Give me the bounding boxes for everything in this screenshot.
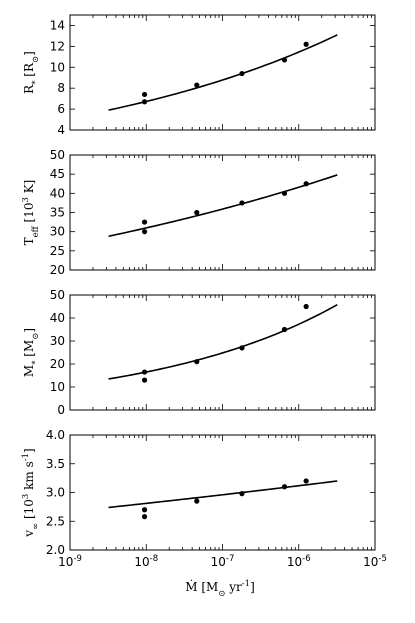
data-point	[141, 229, 148, 235]
data-point	[281, 326, 288, 333]
y-tick-label: 12	[50, 39, 65, 53]
data-point	[281, 190, 288, 196]
y-tick-label: 6	[57, 102, 65, 116]
y-tick-label: 40	[50, 186, 65, 200]
data-point	[194, 359, 200, 365]
data-point	[194, 498, 200, 504]
x-tick-label: 10-9	[58, 554, 82, 569]
panel-4: 2.0 2.5 3.0 3.5 4.0 v∞ [103 km s-1] 10-9 10-8 10…	[21, 428, 387, 569]
y-tick-label: 0	[57, 403, 65, 417]
y-tick-label: 2.5	[46, 514, 65, 528]
y-tick-label: 4	[57, 123, 65, 137]
y-tick-label: 3.5	[46, 457, 65, 471]
plot-frame	[69, 14, 376, 131]
fit-curve	[108, 480, 338, 509]
y-tick-label: 3.0	[46, 486, 65, 500]
data-point	[141, 369, 148, 375]
x-tick-label: 10-7	[211, 554, 235, 569]
panel-2: 20 25 30 35 40 45 50 Teff [103 K]	[21, 148, 376, 277]
y-tick-label: 10	[50, 380, 65, 394]
data-point	[141, 377, 148, 383]
y-axis-label: Teff [103 K]	[21, 180, 41, 246]
y-tick-label: 35	[50, 206, 65, 220]
data-point	[281, 484, 288, 490]
data-point	[194, 209, 200, 216]
data-point	[239, 345, 245, 351]
y-tick-label: 50	[50, 288, 65, 302]
data-point	[141, 91, 148, 98]
y-axis-label: M* [M⊙]	[22, 328, 41, 377]
y-tick-label: 50	[50, 148, 65, 162]
data-point	[141, 507, 148, 513]
x-tick-label: 10-6	[287, 554, 311, 569]
data-point	[303, 303, 309, 310]
data-point	[239, 70, 245, 77]
fit-curve	[108, 34, 338, 111]
y-tick-label: 8	[57, 81, 65, 95]
data-point	[281, 57, 288, 63]
x-axis-label: Ṁ [M⊙ yr-1]	[185, 579, 255, 599]
y-tick-label: 4.0	[46, 428, 65, 442]
y-tick-label: 2.0	[46, 543, 65, 557]
x-tick-label: 10-5	[363, 554, 387, 569]
x-tick-label: 10-8	[134, 554, 158, 569]
y-tick-label: 25	[50, 244, 65, 258]
data-point	[303, 478, 309, 484]
fit-curve	[108, 174, 338, 238]
y-tick-label: 20	[50, 263, 65, 277]
y-axis-label: R* [R⊙]	[22, 51, 41, 94]
data-point	[194, 82, 200, 88]
data-point	[303, 41, 309, 47]
panel-3: 0 10 20 30 40 50 M* [M⊙]	[22, 288, 376, 417]
data-point	[239, 200, 245, 206]
y-tick-label: 40	[50, 311, 65, 325]
y-axis-label: v∞ [103 km s-1]	[21, 448, 41, 537]
data-point	[141, 514, 148, 520]
data-point	[239, 491, 245, 497]
y-tick-label: 45	[50, 167, 65, 181]
data-point	[141, 99, 148, 105]
plot-frame	[69, 434, 376, 551]
plot-frame	[69, 154, 376, 271]
data-point	[303, 181, 309, 187]
panel-1: 4 6 8 10 12 14 R* [R⊙]	[22, 14, 376, 137]
y-tick-label: 20	[50, 357, 65, 371]
y-tick-label: 30	[50, 334, 65, 348]
y-tick-label: 30	[50, 225, 65, 239]
y-tick-label: 14	[50, 18, 65, 32]
fit-curve	[108, 303, 338, 380]
data-point	[141, 219, 148, 225]
y-tick-label: 10	[50, 60, 65, 74]
